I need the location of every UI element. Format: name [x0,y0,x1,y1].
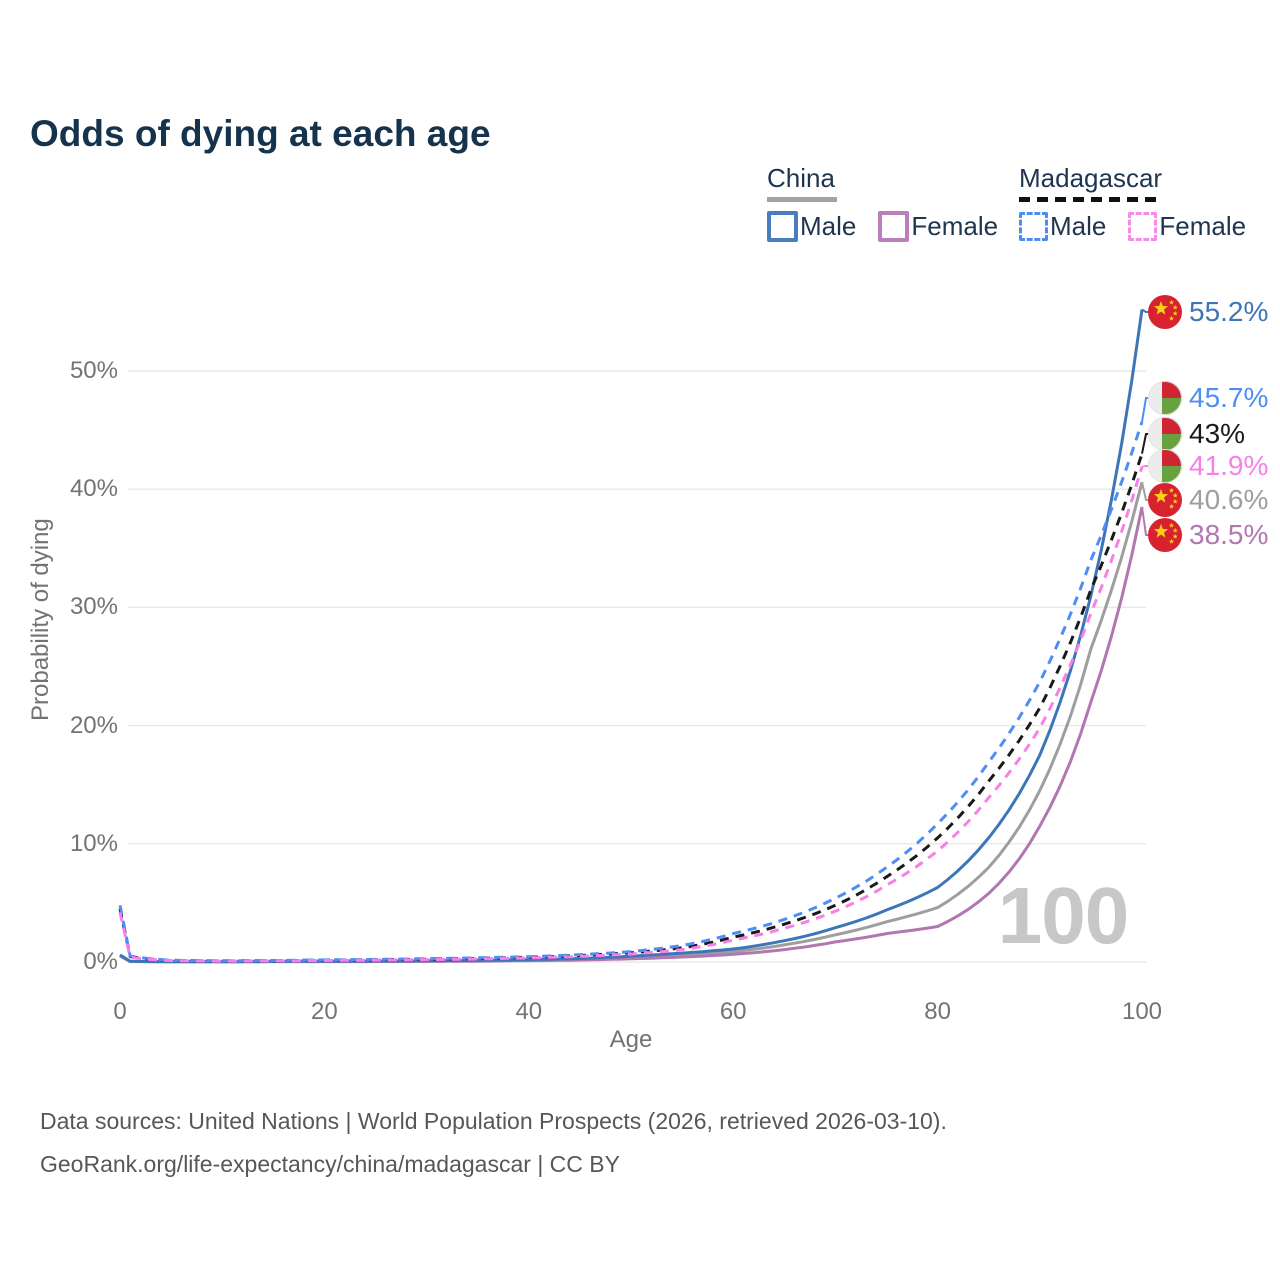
end-label-value: 41.9% [1189,450,1269,481]
china-flag-icon [1148,295,1182,329]
madagascar-flag-icon [1148,381,1182,415]
legend-china-country-label: China [767,163,835,193]
y-axis-title: Probability of dying [27,518,54,722]
legend-group-madagascar: Madagascar Male Female [1019,163,1246,242]
x-tick-label: 100 [1121,998,1163,1025]
legend-china-female-swatch[interactable] [878,211,910,242]
page-title: Odds of dying at each age [30,112,491,154]
legend-group-china: China Male Female [767,163,998,242]
y-tick-label: 0% [83,948,118,975]
legend-china-male-swatch[interactable] [767,211,798,242]
x-axis-title: Age [609,1026,653,1053]
x-tick-label: 40 [515,998,543,1025]
end-label-china-female: 38.5% [1148,518,1268,552]
y-tick-label: 30% [69,593,118,621]
x-tick-label: 0 [113,998,127,1025]
legend-madagascar-female-swatch[interactable] [1128,212,1158,241]
line-madagascar-female[interactable] [118,466,1144,963]
end-label-value: 40.6% [1189,484,1269,515]
legend-madagascar-male-swatch[interactable] [1019,212,1048,241]
madagascar-flag-icon [1148,449,1182,483]
end-label-china-male: 55.2% [1148,295,1268,329]
x-tick-label: 60 [719,998,747,1025]
end-label-china-both: 40.6% [1148,483,1268,517]
y-tick-label: 10% [69,829,118,857]
end-label-value: 38.5% [1189,519,1269,550]
china-flag-icon [1148,483,1182,517]
footer: Data sources: United Nations | World Pop… [40,1100,947,1186]
end-label-madagascar-female: 41.9% [1148,449,1268,483]
line-china-male[interactable] [119,309,1144,964]
end-label-madagascar-male: 45.7% [1148,381,1268,415]
legend-madagascar-female-label: Female [1159,211,1247,241]
legend-madagascar-country-label: Madagascar [1019,163,1163,193]
y-tick-label: 20% [69,711,118,739]
end-label-value: 43% [1189,418,1246,449]
data-sources-text: Data sources: United Nations | World Pop… [40,1108,947,1134]
attribution-text: GeoRank.org/life-expectancy/china/madaga… [40,1151,620,1177]
madagascar-both-line-swatch [1019,197,1161,202]
y-tick-label: 50% [69,357,118,384]
x-tick-label: 20 [311,998,338,1025]
line-madagascar-male[interactable] [118,421,1144,963]
china-both-line-swatch [767,197,837,202]
end-label-value: 45.7% [1189,382,1269,413]
x-tick-label: 80 [924,998,951,1025]
madagascar-flag-icon [1148,417,1182,451]
legend-china-male-label: Male [800,211,857,241]
legend-madagascar-male-label: Male [1050,211,1107,241]
end-label-madagascar-both: 43% [1148,417,1245,451]
y-tick-label: 40% [69,475,118,503]
hover-age-indicator: 100 [997,871,1129,960]
legend-china-female-label: Female [911,211,999,241]
china-flag-icon [1148,518,1182,552]
end-label-value: 55.2% [1189,296,1269,327]
